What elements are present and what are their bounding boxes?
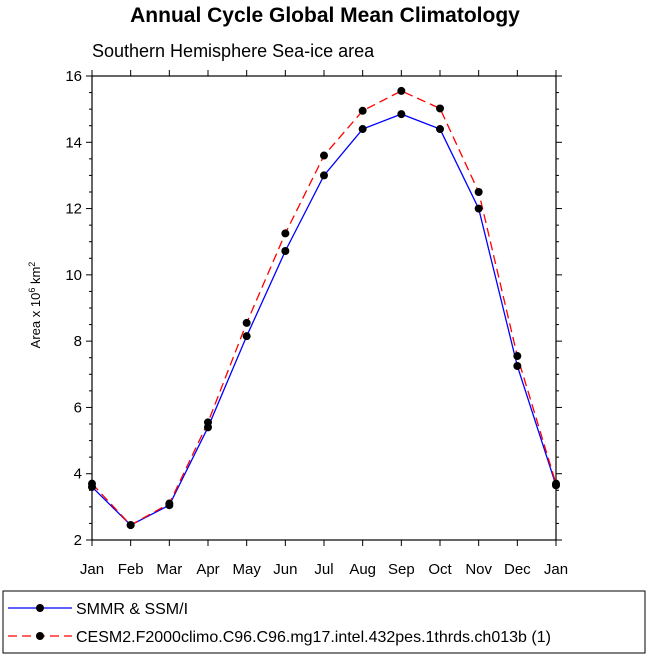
series-2-point <box>281 229 290 238</box>
series-1-point <box>436 125 444 134</box>
series-1-point <box>474 204 483 213</box>
series-2-point <box>126 521 135 530</box>
series-2-point <box>474 188 483 196</box>
y-tick-label: 8 <box>74 333 82 350</box>
chart-subtitle: Southern Hemisphere Sea-ice area <box>92 41 375 61</box>
series-points <box>88 86 560 530</box>
series-2-point <box>204 418 212 427</box>
series-2-point <box>397 86 406 95</box>
y-axis-label-exp1: 6 <box>27 288 37 293</box>
legend-label-1: SMMR & SSM/I <box>76 601 188 618</box>
series-2-point <box>320 151 328 160</box>
y-tick-label: 16 <box>65 68 82 85</box>
y-axis-label-mid: km <box>28 267 43 288</box>
y-tick-label: 12 <box>65 201 82 218</box>
y-tick-label: 2 <box>74 532 82 549</box>
chart-title: Annual Cycle Global Mean Climatology <box>130 4 520 27</box>
series-2-point <box>513 352 522 361</box>
x-tick-label: Sep <box>388 561 415 578</box>
x-tick-label: Aug <box>349 561 376 578</box>
y-axis-label: Area x 106 km2 <box>27 262 43 349</box>
y-tick-label: 4 <box>74 466 82 483</box>
y-tick-label: 10 <box>65 267 82 284</box>
legend-marker-1 <box>36 604 44 612</box>
series-2-point <box>88 479 96 488</box>
series-2-point <box>165 499 174 508</box>
legend: SMMR & SSM/I CESM2.F2000climo.C96.C96.mg1… <box>8 601 551 646</box>
x-tick-label: Dec <box>504 561 531 578</box>
axis-ticks: 2 4 6 8 10 12 14 16 Jan Feb Mar Apr May Jun Jul Aug Sep O… <box>65 68 568 578</box>
series-1-point <box>320 171 328 180</box>
series-1-point <box>281 246 290 255</box>
x-tick-label: Jan <box>80 561 104 578</box>
series-2-point <box>242 318 251 327</box>
legend-marker-2 <box>36 632 44 640</box>
x-tick-label: Nov <box>465 561 492 578</box>
x-tick-label: Jul <box>314 561 333 578</box>
y-tick-label: 6 <box>74 399 82 416</box>
legend-label-2: CESM2.F2000climo.C96.C96.mg17.intel.432p… <box>76 629 551 646</box>
x-tick-label: Oct <box>428 561 452 578</box>
x-tick-label: May <box>232 561 261 578</box>
x-tick-label: Jun <box>273 561 297 578</box>
y-tick-label: 14 <box>65 134 82 151</box>
y-axis-label-exp2: 2 <box>27 262 37 267</box>
series-2-point <box>552 479 560 488</box>
series-2-point <box>436 104 444 113</box>
x-tick-label: Mar <box>156 561 182 578</box>
series-2-point <box>358 106 367 115</box>
series-1-point <box>397 110 406 119</box>
legend-box <box>2 590 646 654</box>
series-1-point <box>513 362 522 370</box>
x-tick-label: Jan <box>544 561 568 578</box>
svg-text:Area x 106 km2: Area x 106 km2 <box>27 262 43 349</box>
plot-frame <box>91 75 557 541</box>
series-1-point <box>358 125 367 134</box>
x-tick-label: Apr <box>196 561 219 578</box>
series-1-point <box>242 332 251 341</box>
x-tick-label: Feb <box>118 561 144 578</box>
y-axis-label-prefix: Area x 10 <box>28 293 43 349</box>
